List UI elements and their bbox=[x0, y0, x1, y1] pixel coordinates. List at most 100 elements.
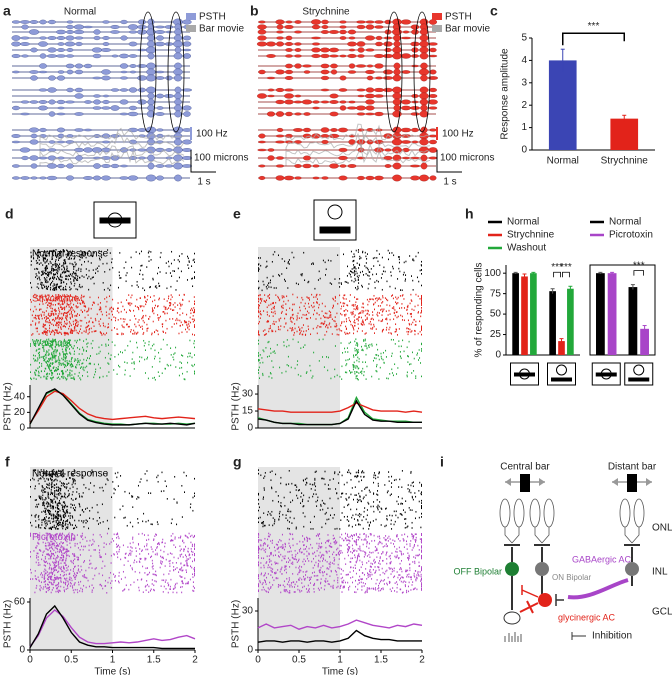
raster-tick bbox=[50, 556, 52, 559]
raster-tick bbox=[58, 318, 60, 321]
psth-bump bbox=[348, 36, 356, 40]
raster-tick bbox=[60, 495, 62, 498]
raster-tick bbox=[79, 338, 81, 341]
raster-tick bbox=[139, 297, 141, 299]
raster-tick bbox=[102, 587, 104, 590]
raster-tick bbox=[45, 295, 47, 298]
raster-tick bbox=[382, 351, 384, 354]
raster-tick bbox=[46, 470, 48, 472]
raster-tick bbox=[136, 332, 138, 335]
raster-tick bbox=[266, 311, 268, 313]
raster-tick bbox=[173, 323, 175, 325]
raster-tick bbox=[47, 562, 49, 565]
raster-tick bbox=[272, 253, 274, 256]
raster-tick bbox=[57, 297, 59, 299]
raster-tick bbox=[49, 505, 51, 507]
raster-tick bbox=[45, 255, 47, 257]
y-tick-label: 30 bbox=[242, 389, 254, 400]
raster-tick bbox=[52, 288, 54, 291]
raster-tick bbox=[132, 536, 134, 539]
psth-bump bbox=[409, 164, 421, 168]
raster-tick bbox=[408, 322, 410, 325]
raster-tick bbox=[52, 312, 54, 315]
raster-tick bbox=[35, 505, 37, 508]
raster-tick bbox=[354, 319, 356, 322]
psth-bump bbox=[173, 68, 183, 76]
raster-tick bbox=[353, 267, 355, 270]
raster-tick bbox=[47, 363, 49, 366]
psth-bump bbox=[301, 99, 313, 105]
raster-tick bbox=[314, 287, 316, 290]
raster-tick bbox=[67, 295, 69, 297]
raster-tick bbox=[77, 323, 79, 326]
psth-bump bbox=[29, 100, 39, 104]
raster-tick bbox=[69, 254, 71, 257]
raster-tick bbox=[50, 305, 52, 307]
raster-tick bbox=[358, 372, 360, 374]
raster-tick bbox=[292, 313, 294, 316]
raster-tick bbox=[264, 300, 266, 303]
raster-tick bbox=[42, 303, 44, 305]
raster-tick bbox=[258, 304, 260, 307]
raster-tick bbox=[139, 305, 141, 307]
raster-tick bbox=[364, 345, 366, 347]
raster-tick bbox=[61, 251, 63, 253]
raster-tick bbox=[363, 310, 365, 312]
raster-tick bbox=[59, 278, 61, 281]
raster-tick bbox=[337, 302, 339, 305]
raster-tick bbox=[155, 533, 157, 536]
raster-tick bbox=[56, 373, 58, 375]
raster-tick bbox=[130, 546, 132, 548]
raster-tick bbox=[403, 350, 405, 353]
raster-tick bbox=[90, 482, 92, 484]
raster-tick bbox=[258, 333, 259, 336]
raster-tick bbox=[267, 341, 269, 344]
psth-line bbox=[29, 390, 196, 424]
raster-tick bbox=[45, 519, 47, 522]
raster-tick bbox=[107, 249, 109, 251]
raster-tick bbox=[155, 580, 157, 583]
raster-tick bbox=[188, 261, 190, 263]
psth-bump bbox=[147, 98, 155, 106]
raster-tick bbox=[410, 299, 412, 301]
raster-tick bbox=[61, 318, 63, 321]
raster-tick bbox=[70, 312, 72, 315]
raster-tick bbox=[59, 285, 61, 288]
raster-tick bbox=[181, 253, 183, 255]
raster-tick bbox=[366, 313, 368, 315]
raster-tick bbox=[411, 330, 413, 332]
raster-tick bbox=[91, 276, 93, 279]
raster-tick bbox=[136, 341, 138, 344]
raster-tick bbox=[178, 276, 180, 279]
psth-bump bbox=[101, 140, 111, 144]
raster-tick bbox=[52, 355, 54, 357]
raster-tick bbox=[64, 340, 66, 342]
raster-tick bbox=[58, 570, 60, 573]
raster-tick bbox=[80, 587, 82, 590]
scale-bar bbox=[190, 150, 216, 173]
raster-tick bbox=[50, 312, 52, 315]
raster-tick bbox=[56, 519, 58, 521]
raster-tick bbox=[87, 342, 89, 344]
raster-tick bbox=[376, 363, 378, 366]
raster-tick bbox=[41, 300, 43, 303]
raster-tick bbox=[48, 572, 50, 574]
raster-tick bbox=[35, 547, 37, 549]
raster-tick bbox=[51, 474, 53, 476]
raster-tick bbox=[193, 258, 195, 261]
raster-tick bbox=[297, 360, 299, 362]
raster-tick bbox=[148, 553, 150, 555]
raster-tick bbox=[66, 511, 68, 513]
raster-tick bbox=[50, 591, 52, 594]
raster-tick bbox=[88, 488, 90, 491]
psth-bump bbox=[375, 35, 383, 41]
stimulus-icon bbox=[591, 362, 621, 386]
raster-tick bbox=[66, 249, 68, 252]
raster-tick bbox=[49, 305, 51, 308]
raster-tick bbox=[105, 543, 107, 546]
raster-tick bbox=[65, 505, 67, 508]
raster-tick bbox=[324, 261, 326, 264]
raster-tick bbox=[51, 352, 53, 354]
raster-tick bbox=[50, 501, 52, 503]
raster-tick bbox=[287, 355, 289, 358]
